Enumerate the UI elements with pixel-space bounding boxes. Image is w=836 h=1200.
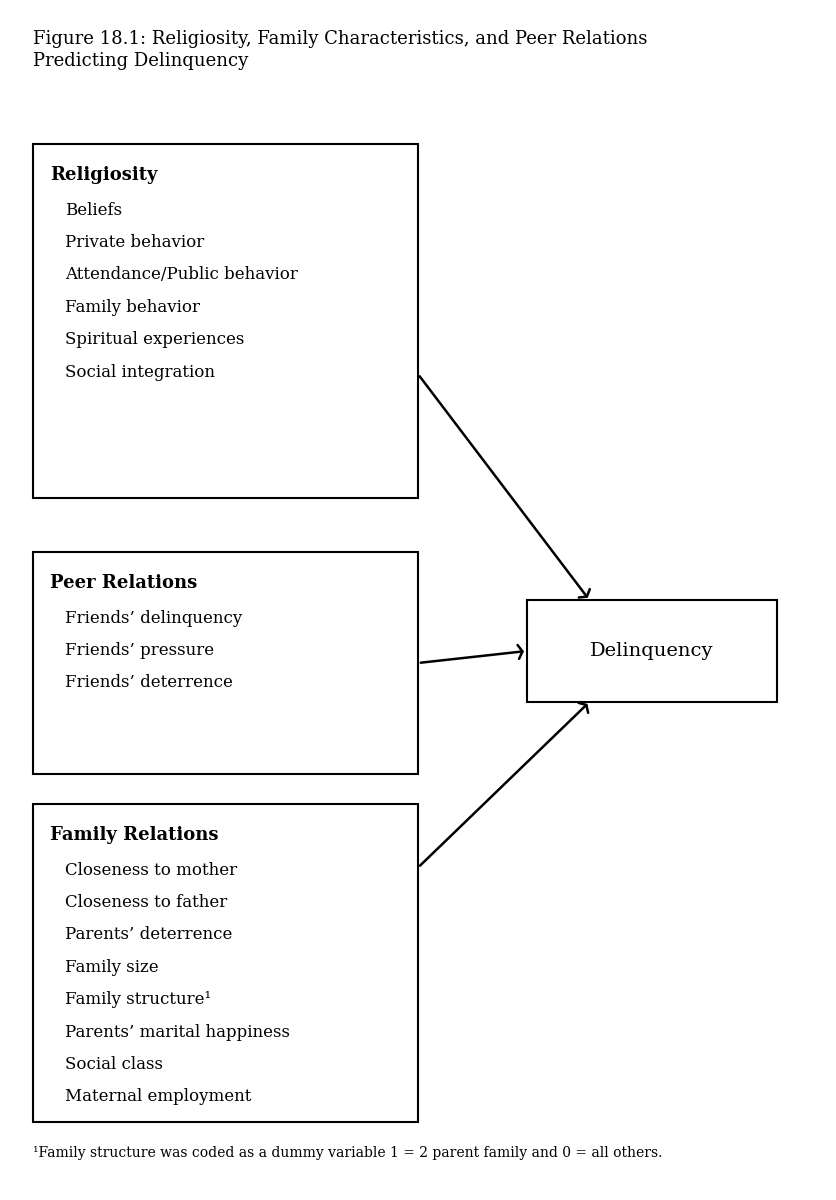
Text: Parents’ marital happiness: Parents’ marital happiness — [65, 1024, 290, 1040]
FancyBboxPatch shape — [33, 552, 418, 774]
Text: Closeness to father: Closeness to father — [65, 894, 227, 911]
FancyBboxPatch shape — [33, 804, 418, 1122]
Text: Family size: Family size — [65, 959, 159, 976]
Text: Family structure¹: Family structure¹ — [65, 991, 212, 1008]
Text: Social integration: Social integration — [65, 364, 215, 380]
FancyBboxPatch shape — [527, 600, 777, 702]
Text: Parents’ deterrence: Parents’ deterrence — [65, 926, 232, 943]
Text: Social class: Social class — [65, 1056, 163, 1073]
Text: Friends’ deterrence: Friends’ deterrence — [65, 674, 233, 691]
Text: Attendance/Public behavior: Attendance/Public behavior — [65, 266, 298, 283]
Text: Friends’ delinquency: Friends’ delinquency — [65, 610, 242, 626]
Text: Closeness to mother: Closeness to mother — [65, 862, 237, 878]
Text: Predicting Delinquency: Predicting Delinquency — [33, 52, 248, 70]
Text: Delinquency: Delinquency — [590, 642, 714, 660]
Text: Religiosity: Religiosity — [50, 166, 158, 184]
Text: Family behavior: Family behavior — [65, 299, 200, 316]
Text: Beliefs: Beliefs — [65, 202, 122, 218]
Text: Spiritual experiences: Spiritual experiences — [65, 331, 245, 348]
Text: Private behavior: Private behavior — [65, 234, 205, 251]
Text: ¹Family structure was coded as a dummy variable 1 = 2 parent family and 0 = all : ¹Family structure was coded as a dummy v… — [33, 1146, 663, 1160]
FancyBboxPatch shape — [33, 144, 418, 498]
Text: Friends’ pressure: Friends’ pressure — [65, 642, 214, 659]
Text: Figure 18.1: Religiosity, Family Characteristics, and Peer Relations: Figure 18.1: Religiosity, Family Charact… — [33, 30, 648, 48]
Text: Maternal employment: Maternal employment — [65, 1088, 252, 1105]
Text: Peer Relations: Peer Relations — [50, 574, 197, 592]
Text: Family Relations: Family Relations — [50, 826, 219, 844]
